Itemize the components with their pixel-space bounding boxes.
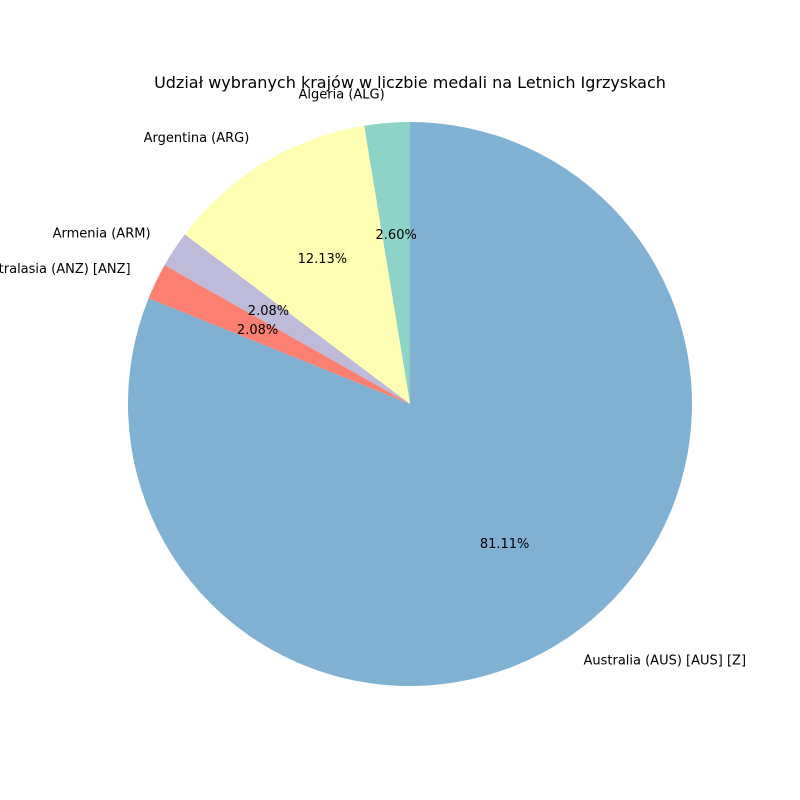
slice-percent-armenia-arm: 2.08%: [248, 304, 289, 319]
pie-slice-armenia-arm: [164, 234, 410, 404]
pie-slice-algeria-alg: [364, 122, 410, 404]
slice-label-algeria-alg: Algeria (ALG): [299, 87, 385, 102]
chart-title: Udział wybranych krajów w liczbie medali…: [154, 73, 666, 92]
slices-layer: [127, 122, 692, 686]
slice-percent-australia-aus-aus-z: 81.11%: [480, 537, 530, 552]
slice-percent-argentina-arg: 12.13%: [298, 252, 348, 267]
slice-label-australia-aus-aus-z: Australia (AUS) [AUS] [Z]: [583, 654, 746, 669]
slice-percent-algeria-alg: 2.60%: [376, 228, 417, 243]
pie-slice-australasia-anz-anz: [148, 265, 410, 404]
pie-slice-argentina-arg: [184, 125, 410, 404]
pie-slice-australia-aus-aus-z: [127, 122, 692, 686]
slice-label-australasia-anz-anz: Australasia (ANZ) [ANZ]: [0, 262, 131, 277]
labels-layer: Algeria (ALG) 2.60% Argentina (ARG) 12.13% A…: [0, 87, 746, 668]
slice-label-armenia-arm: Armenia (ARM): [53, 227, 151, 242]
slice-percent-australasia-anz-anz: 2.08%: [237, 323, 278, 338]
slice-label-argentina-arg: Argentina (ARG): [144, 131, 250, 146]
